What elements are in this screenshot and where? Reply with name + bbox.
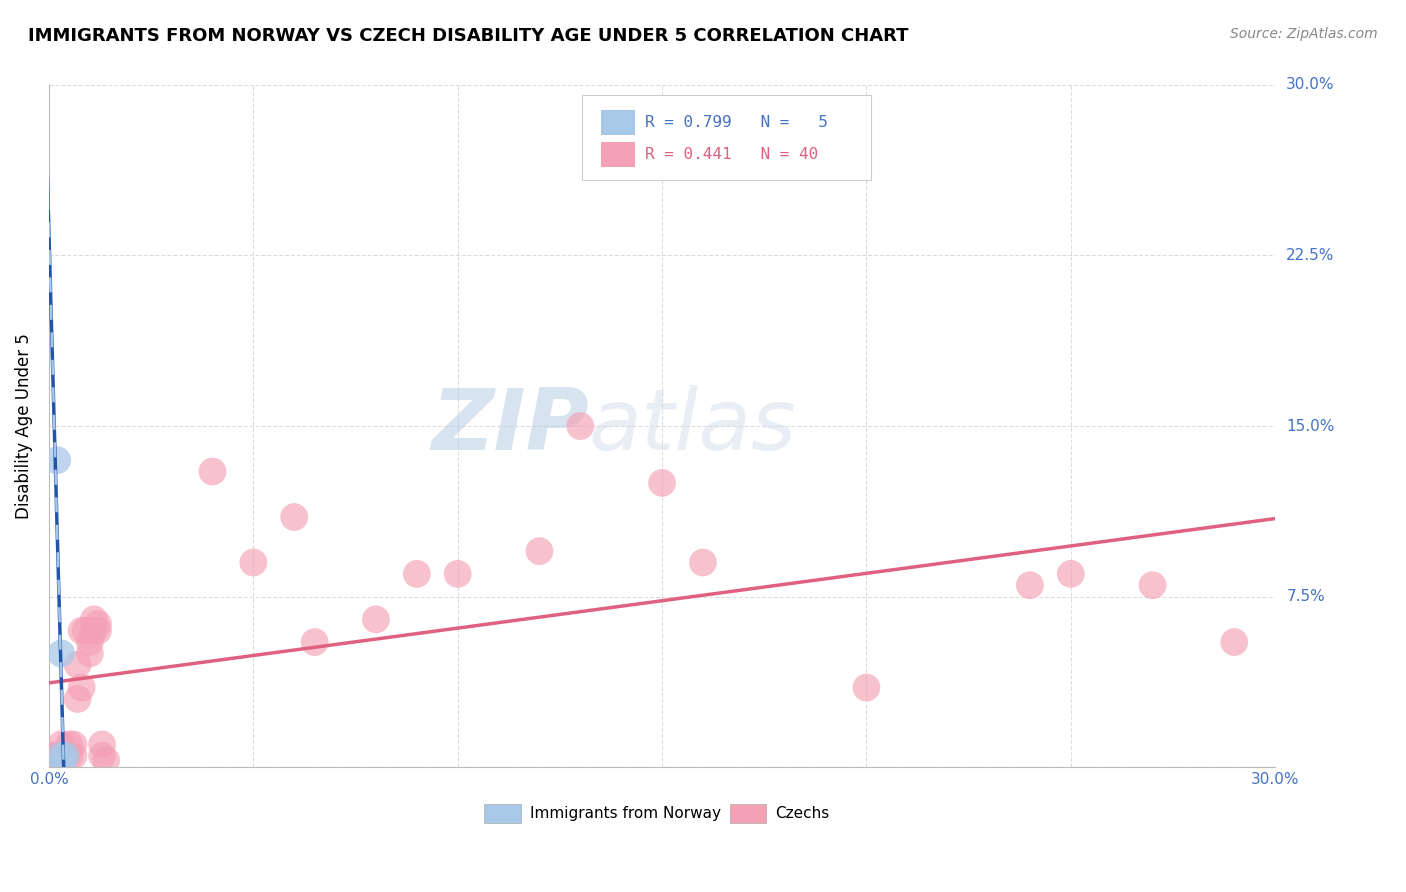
Point	[91, 748, 114, 763]
FancyBboxPatch shape	[600, 111, 636, 135]
FancyBboxPatch shape	[484, 804, 522, 823]
Text: ZIP: ZIP	[430, 384, 589, 467]
Text: R = 0.799   N =   5: R = 0.799 N = 5	[645, 115, 828, 130]
Point	[405, 566, 427, 581]
Point	[70, 624, 93, 638]
Point	[304, 635, 326, 649]
Text: 30.0%: 30.0%	[1286, 78, 1334, 93]
FancyBboxPatch shape	[582, 95, 870, 180]
Text: IMMIGRANTS FROM NORWAY VS CZECH DISABILITY AGE UNDER 5 CORRELATION CHART: IMMIGRANTS FROM NORWAY VS CZECH DISABILI…	[28, 27, 908, 45]
Point	[87, 624, 110, 638]
Point	[1060, 566, 1083, 581]
Text: Czechs: Czechs	[775, 806, 830, 821]
Point	[1142, 578, 1164, 592]
Point	[51, 647, 73, 661]
Point	[1223, 635, 1246, 649]
Point	[529, 544, 551, 558]
Point	[651, 475, 673, 490]
Point	[87, 616, 110, 631]
Point	[692, 556, 714, 570]
Point	[51, 748, 73, 763]
Point	[58, 738, 80, 752]
Point	[53, 748, 76, 763]
FancyBboxPatch shape	[600, 142, 636, 167]
Point	[75, 624, 97, 638]
Point	[51, 748, 73, 763]
Point	[855, 681, 877, 695]
Point	[62, 748, 84, 763]
Point	[51, 738, 73, 752]
Point	[364, 612, 387, 626]
Point	[46, 753, 69, 767]
Point	[46, 453, 69, 467]
Point	[70, 681, 93, 695]
Point	[66, 657, 89, 672]
Point	[91, 738, 114, 752]
FancyBboxPatch shape	[730, 804, 766, 823]
Point	[58, 748, 80, 763]
Point	[66, 692, 89, 706]
Point	[1019, 578, 1042, 592]
Point	[79, 635, 101, 649]
Text: Source: ZipAtlas.com: Source: ZipAtlas.com	[1230, 27, 1378, 41]
Point	[569, 419, 592, 434]
Point	[283, 510, 305, 524]
Point	[201, 465, 224, 479]
Point	[83, 624, 105, 638]
Point	[62, 738, 84, 752]
Y-axis label: Disability Age Under 5: Disability Age Under 5	[15, 333, 32, 519]
Point	[53, 748, 76, 763]
Text: 7.5%: 7.5%	[1286, 589, 1324, 604]
Point	[79, 647, 101, 661]
Point	[46, 748, 69, 763]
Text: 22.5%: 22.5%	[1286, 248, 1334, 263]
Text: 15.0%: 15.0%	[1286, 418, 1334, 434]
Point	[242, 556, 264, 570]
Point	[42, 748, 65, 763]
Text: atlas: atlas	[589, 384, 796, 467]
Point	[96, 753, 118, 767]
Point	[447, 566, 470, 581]
Text: R = 0.441   N = 40: R = 0.441 N = 40	[645, 147, 818, 162]
Point	[51, 757, 73, 772]
Point	[83, 612, 105, 626]
Text: Immigrants from Norway: Immigrants from Norway	[530, 806, 721, 821]
